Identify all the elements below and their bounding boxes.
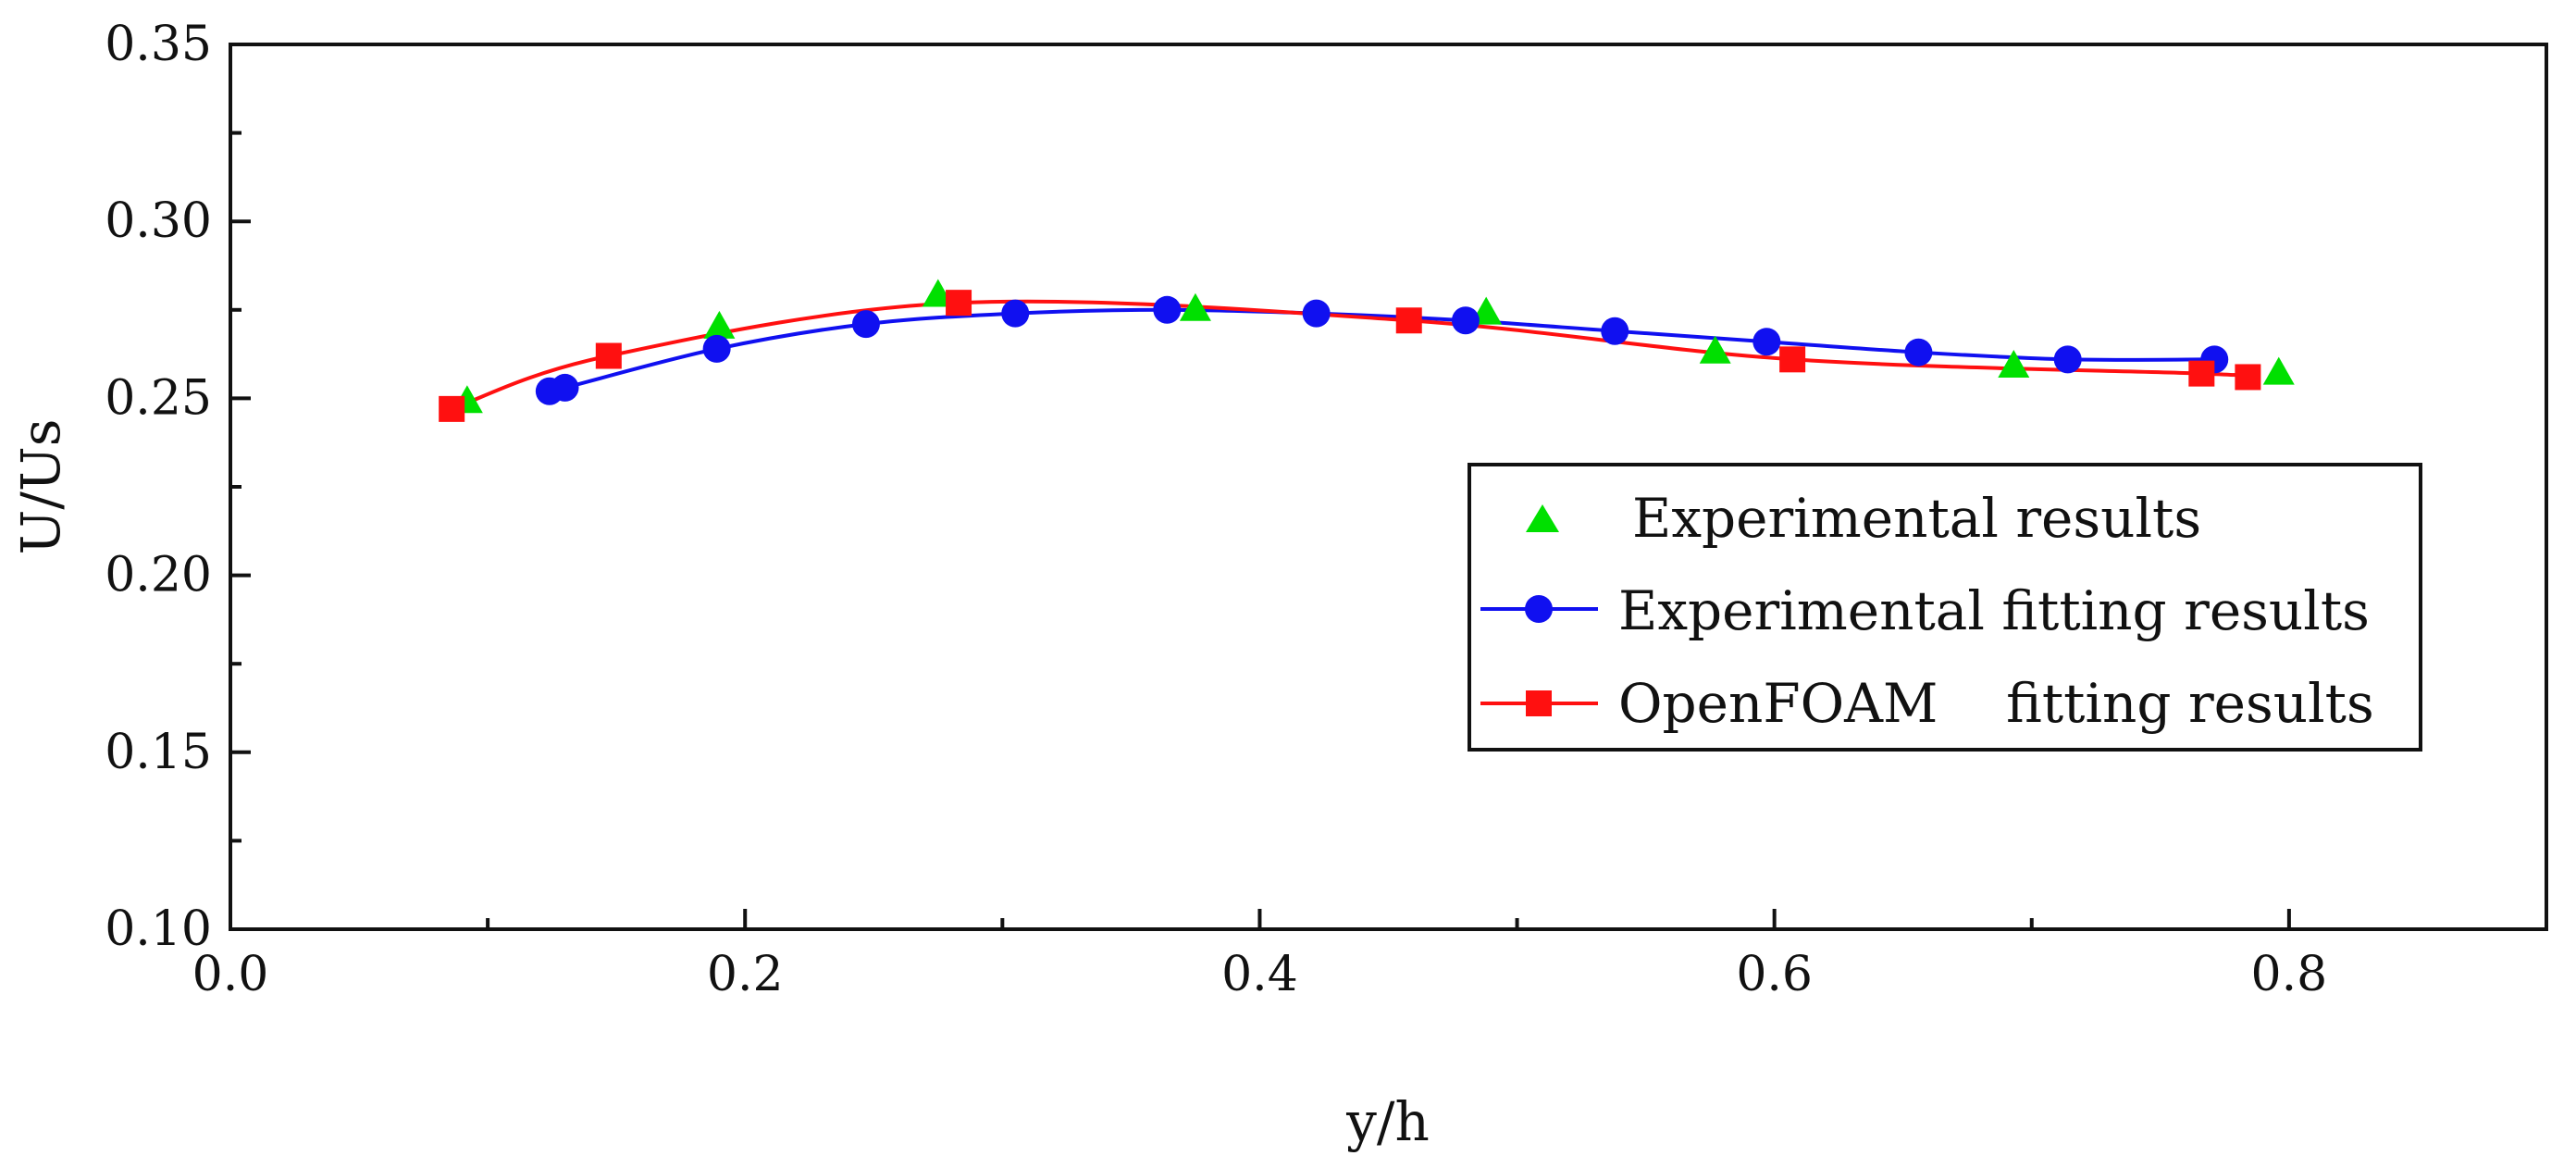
legend-triangle-marker xyxy=(1526,504,1559,532)
legend-label-openfoam-fit: OpenFOAM fitting results xyxy=(1618,672,2374,735)
square-point xyxy=(439,395,465,422)
circle-point xyxy=(1001,299,1030,328)
x-tick-label: 0.6 xyxy=(1736,947,1813,1002)
square-point xyxy=(946,290,972,317)
square-point xyxy=(595,342,622,369)
circle-point xyxy=(702,334,731,363)
y-axis-ticks: 0.10 0.15 0.20 0.25 0.30 0.35 xyxy=(105,17,251,957)
y-tick-label: 0.35 xyxy=(105,17,212,72)
circle-point xyxy=(1153,295,1182,324)
triangle-point xyxy=(2262,356,2295,385)
x-tick-label: 0.2 xyxy=(707,947,784,1002)
legend-frame xyxy=(1468,463,2422,752)
y-tick-label: 0.30 xyxy=(105,193,212,249)
y-axis-title: U/Us xyxy=(9,418,72,554)
x-tick-label: 0.0 xyxy=(192,947,269,1002)
triangle-point xyxy=(703,310,736,339)
square-point xyxy=(2188,360,2215,387)
legend-square-marker xyxy=(1526,690,1552,716)
triangle-point xyxy=(1179,292,1211,321)
square-point xyxy=(1395,307,1422,334)
circle-point xyxy=(2053,345,2082,374)
y-tick-label: 0.15 xyxy=(105,725,212,780)
legend-label-experimental-fit: Experimental fitting results xyxy=(1618,579,2370,642)
legend: Experimental results Experimental fittin… xyxy=(1468,463,2422,752)
circle-point xyxy=(851,310,880,339)
square-point xyxy=(1779,346,1806,373)
circle-point xyxy=(1302,299,1331,328)
x-tick-label: 0.4 xyxy=(1221,947,1298,1002)
triangle-point xyxy=(1998,349,2030,378)
circle-point xyxy=(1752,328,1781,356)
y-tick-label: 0.25 xyxy=(105,370,212,426)
legend-circle-marker xyxy=(1525,595,1553,623)
square-point xyxy=(2235,364,2261,391)
triangle-point xyxy=(1699,335,1731,364)
y-tick-label: 0.10 xyxy=(105,901,212,957)
x-axis-title: y/h xyxy=(1345,1090,1430,1153)
circle-point xyxy=(1904,338,1933,367)
circle-point xyxy=(1601,317,1629,345)
circle-point xyxy=(1451,306,1480,335)
legend-label-experimental: Experimental results xyxy=(1632,487,2201,550)
data-markers xyxy=(439,279,2295,422)
circle-point xyxy=(551,373,579,402)
x-axis-ticks: 0.0 0.2 0.4 0.6 0.8 xyxy=(192,909,2548,1002)
y-tick-label: 0.20 xyxy=(105,548,212,603)
x-tick-label: 0.8 xyxy=(2251,947,2328,1002)
